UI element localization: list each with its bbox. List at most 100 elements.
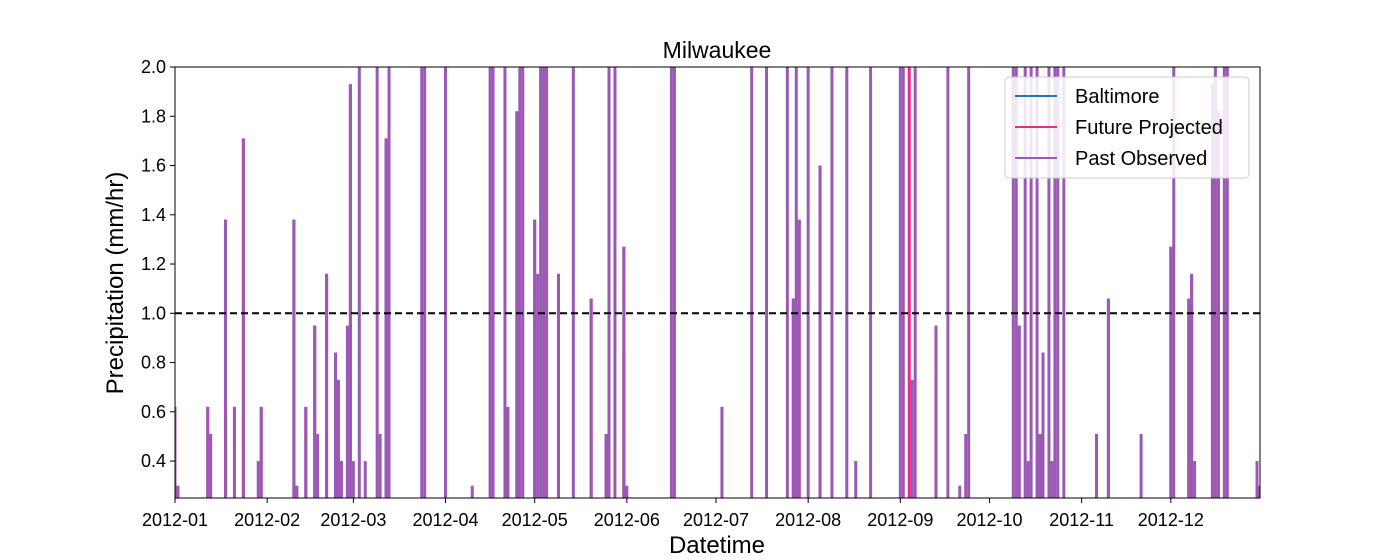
x-tick-label: 2012-02	[234, 510, 300, 530]
y-tick-label: 1.8	[141, 106, 166, 126]
bars-layer	[175, 67, 1260, 498]
legend-box	[1004, 76, 1250, 179]
legend-label-baltimore: Baltimore	[1075, 86, 1159, 108]
bar-past-observed	[901, 67, 905, 498]
x-tick-label: 2012-06	[594, 510, 660, 530]
bar-past-observed	[913, 67, 917, 498]
bar-past-observed	[791, 298, 795, 498]
bar-past-observed	[423, 67, 427, 498]
bar-past-observed	[1050, 461, 1054, 498]
bar-past-observed	[224, 219, 228, 498]
bar-past-observed	[313, 325, 317, 498]
bar-past-observed	[357, 67, 361, 498]
x-tick-label: 2012-12	[1138, 510, 1204, 530]
bar-past-observed	[209, 433, 213, 498]
bar-past-observed	[1172, 67, 1176, 498]
y-tick-label: 0.8	[141, 353, 166, 373]
bar-past-observed	[1041, 352, 1045, 498]
bar-past-observed	[470, 485, 474, 498]
bar-past-observed	[334, 352, 338, 498]
y-axis-title: Precipitation (mm/hr)	[102, 172, 129, 395]
bar-past-observed	[785, 67, 789, 498]
bar-past-observed	[533, 219, 537, 498]
bar-past-observed	[765, 67, 769, 498]
x-tick-label: 2012-08	[775, 510, 841, 530]
bar-past-observed	[304, 406, 308, 498]
bar-past-observed	[934, 325, 938, 498]
y-tick-label: 1.6	[141, 156, 166, 176]
x-tick-label: 2012-11	[1049, 510, 1114, 530]
y-tick-label: 1.4	[141, 205, 166, 225]
x-tick-label: 2012-09	[867, 510, 933, 530]
bar-past-observed	[539, 67, 543, 498]
bar-past-observed	[420, 67, 424, 498]
bar-past-observed	[571, 67, 575, 498]
bar-past-observed	[1062, 67, 1066, 498]
bar-past-observed	[797, 219, 801, 498]
bar-past-observed	[542, 67, 546, 498]
bar-past-observed	[1193, 461, 1197, 498]
bar-past-observed	[1038, 433, 1042, 498]
bar-past-observed	[854, 461, 858, 498]
y-tick-label: 2.0	[141, 57, 166, 77]
bar-past-observed	[622, 246, 626, 498]
bar-past-observed	[910, 379, 914, 498]
bar-past-observed	[1106, 298, 1110, 498]
bar-past-observed	[818, 165, 822, 498]
bar-past-observed	[946, 67, 950, 498]
bar-past-observed	[545, 67, 549, 498]
bar-past-observed	[1258, 485, 1260, 498]
y-tick-label: 1.2	[141, 254, 166, 274]
bar-past-observed	[1216, 111, 1220, 498]
bar-past-observed	[1014, 67, 1018, 498]
bar-past-observed	[1017, 325, 1021, 498]
bar-past-observed	[604, 433, 608, 498]
bar-past-observed	[967, 67, 971, 498]
x-tick-label: 2012-05	[502, 510, 568, 530]
bar-past-observed	[176, 485, 180, 498]
bar-past-observed	[1029, 67, 1033, 498]
bar-past-observed	[387, 67, 391, 498]
bar-past-observed	[1139, 433, 1143, 498]
bar-past-observed	[336, 379, 340, 498]
bar-past-observed	[1056, 67, 1060, 498]
bar-past-observed	[503, 67, 507, 498]
legend-label-past-observed: Past Observed	[1075, 148, 1207, 170]
bar-past-observed	[669, 67, 673, 498]
bar-past-observed	[325, 273, 329, 498]
bar-past-observed	[958, 485, 962, 498]
bar-past-observed	[384, 138, 388, 498]
x-tick-label: 2012-04	[412, 510, 478, 530]
bar-past-observed	[1047, 67, 1051, 498]
bar-past-observed	[1095, 433, 1099, 498]
bar-past-observed	[536, 273, 540, 498]
bar-past-observed	[488, 67, 492, 498]
bar-past-observed	[845, 67, 849, 498]
bar-past-observed	[1225, 67, 1229, 498]
bar-past-observed	[720, 406, 724, 498]
bar-past-observed	[259, 406, 263, 498]
bar-past-observed	[1222, 67, 1226, 498]
bar-past-observed	[518, 67, 522, 498]
legend: Baltimore Future Projected Past Observed	[1004, 76, 1250, 179]
bar-past-observed	[1255, 461, 1259, 498]
chart-title: Milwaukee	[663, 37, 772, 63]
bar-past-observed	[607, 67, 611, 498]
bar-past-observed	[1210, 84, 1214, 498]
bar-past-observed	[175, 406, 177, 498]
x-tick-label: 2012-03	[320, 510, 386, 530]
bar-past-observed	[506, 406, 510, 498]
x-axis-title: Datetime	[669, 532, 765, 559]
bar-past-observed	[806, 67, 810, 498]
bar-past-observed	[964, 433, 968, 498]
bar-past-observed	[378, 433, 382, 498]
bar-past-observed	[316, 433, 320, 498]
bar-past-observed	[830, 67, 834, 498]
bar-past-observed	[1026, 461, 1030, 498]
bar-past-observed	[292, 219, 296, 498]
bar-past-observed	[232, 406, 236, 498]
bar-past-observed	[256, 461, 260, 498]
bar-past-observed	[1169, 246, 1173, 498]
x-tick-label: 2012-01	[142, 510, 208, 530]
